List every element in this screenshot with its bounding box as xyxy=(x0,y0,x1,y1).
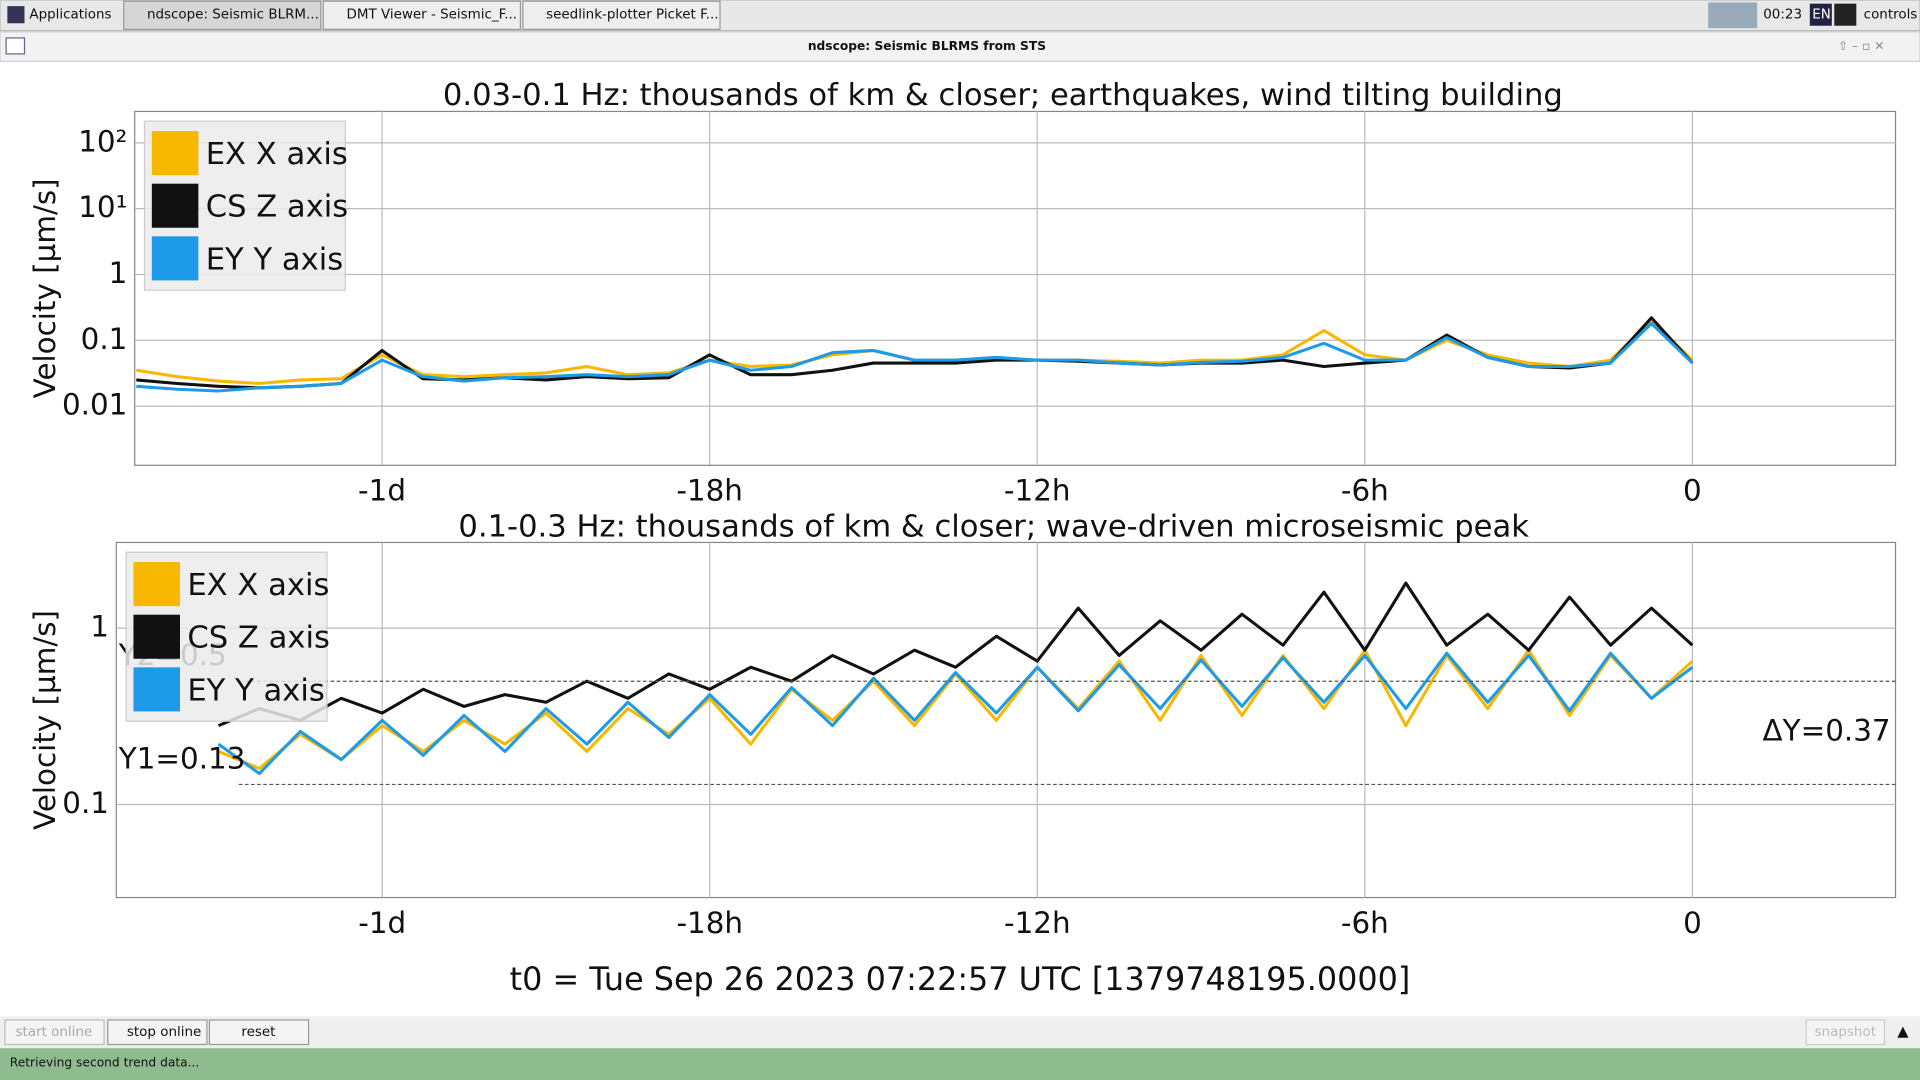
user: controls xyxy=(1864,8,1918,23)
x-tick-label: -12h xyxy=(1004,906,1071,940)
y-tick-label: 10¹ xyxy=(78,190,127,224)
start-button[interactable] xyxy=(4,1019,105,1046)
y-tick-label: 0.1 xyxy=(62,786,109,820)
plot-area xyxy=(134,110,1897,466)
legend-label: EY Y axis xyxy=(206,242,344,277)
series-line xyxy=(217,651,1694,776)
window-icon[interactable] xyxy=(5,37,26,55)
legend-label: EY Y axis xyxy=(187,673,325,708)
legend-swatch xyxy=(133,614,180,659)
legend-swatch xyxy=(133,667,180,712)
delta-label: ΔY=0.37 xyxy=(1763,714,1891,748)
window-buttons[interactable]: ⇧ – ▫ ✕ xyxy=(1838,39,1885,53)
status-text: Retrieving second trend data... xyxy=(10,1055,200,1069)
status-bar xyxy=(0,1048,1920,1080)
series-line xyxy=(136,321,1694,393)
workspace-switcher[interactable] xyxy=(1708,2,1758,29)
stop-label[interactable]: stop online xyxy=(127,1025,201,1040)
task-tab[interactable] xyxy=(522,0,721,30)
x-tick-label: -6h xyxy=(1341,474,1389,508)
legend-swatch xyxy=(133,562,180,607)
y-tick-label: 0.01 xyxy=(62,388,127,422)
task-tab[interactable] xyxy=(123,0,322,30)
legend-swatch xyxy=(151,183,199,228)
x-tick-label: -18h xyxy=(676,906,743,940)
expand-arrow[interactable]: ▲ xyxy=(1897,1023,1909,1040)
start-label[interactable]: start online xyxy=(16,1025,93,1040)
legend-swatch xyxy=(151,131,199,176)
task-tab[interactable] xyxy=(322,0,522,30)
x-tick-label: -1d xyxy=(358,474,406,508)
x-tick-label: -12h xyxy=(1004,474,1071,508)
y-tick-label: 1 xyxy=(109,256,128,290)
task-tab-label[interactable]: ndscope: Seismic BLRM... xyxy=(147,8,319,23)
chart-title: 0.03-0.1 Hz: thousands of km & closer; e… xyxy=(443,78,1563,113)
button-bar xyxy=(0,1016,1920,1049)
y-tick-label: 10² xyxy=(78,124,127,158)
x-tick-label: 0 xyxy=(1683,906,1702,940)
x-tick-label: -6h xyxy=(1341,906,1389,940)
y-tick-label: 0.1 xyxy=(81,322,128,356)
window-title: ndscope: Seismic BLRMS from STS xyxy=(808,39,1046,53)
series-line xyxy=(217,581,1694,728)
cursor-label: Y1=0.13 xyxy=(118,741,246,775)
legend-label: EX X axis xyxy=(206,137,348,172)
plot-area xyxy=(115,541,1897,899)
x-tick-label: 0 xyxy=(1683,474,1702,508)
reset-label[interactable]: reset xyxy=(241,1025,275,1040)
t0-label: t0 = Tue Sep 26 2023 07:22:57 UTC [13797… xyxy=(510,960,1411,998)
task-tab-label[interactable]: DMT Viewer - Seismic_F... xyxy=(347,8,518,23)
chart-title: 0.1-0.3 Hz: thousands of km & closer; wa… xyxy=(458,509,1529,544)
apps-icon xyxy=(7,6,25,24)
lang[interactable]: EN xyxy=(1812,8,1831,23)
x-tick-label: -1d xyxy=(358,906,406,940)
legend-label: CS Z axis xyxy=(187,621,330,656)
title-bar xyxy=(0,31,1920,62)
applications-menu[interactable]: Applications xyxy=(29,8,111,23)
snapshot-label[interactable]: snapshot xyxy=(1815,1025,1876,1040)
clock: 00:23 xyxy=(1763,8,1802,23)
y-axis-label: Velocity [µm/s] xyxy=(28,610,62,830)
y-axis-label: Velocity [µm/s] xyxy=(28,178,62,398)
stop-button[interactable] xyxy=(107,1019,208,1046)
lang-box xyxy=(1809,3,1832,26)
snapshot-button[interactable] xyxy=(1805,1019,1886,1046)
legend-label: CS Z axis xyxy=(206,190,349,225)
reset-button[interactable] xyxy=(208,1019,310,1046)
x-tick-label: -18h xyxy=(676,474,743,508)
y-tick-label: 1 xyxy=(90,610,109,644)
legend-swatch xyxy=(151,236,199,281)
task-tab-label[interactable]: seedlink-plotter Picket F... xyxy=(546,8,718,23)
tray-icon xyxy=(1834,3,1857,26)
legend-label: EX X axis xyxy=(187,568,329,603)
